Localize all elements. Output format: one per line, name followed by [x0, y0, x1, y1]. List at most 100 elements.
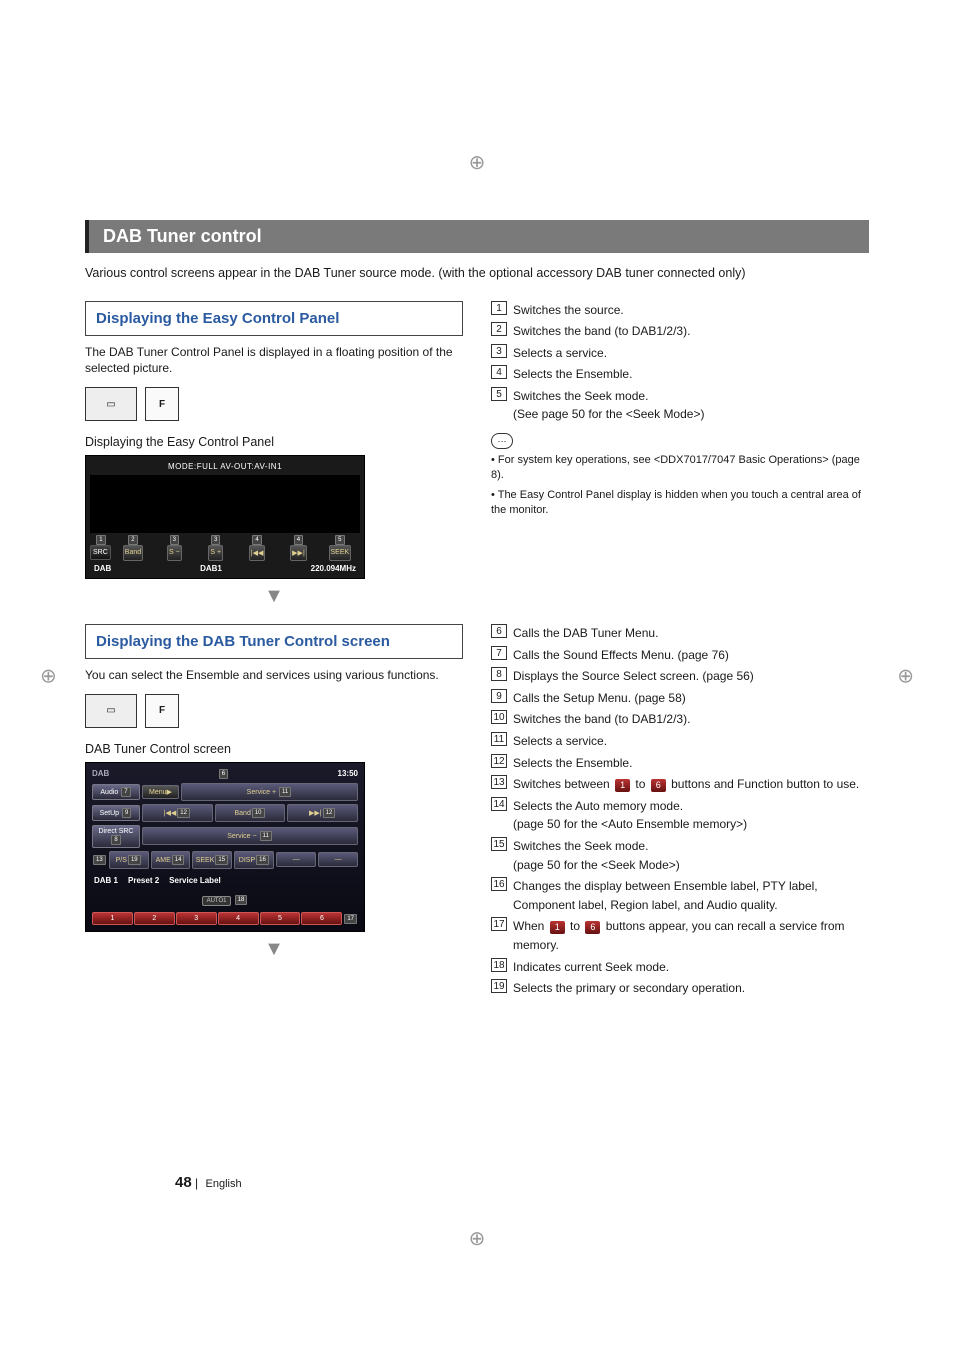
callout-text: Selects a service.: [513, 732, 869, 751]
note-item: The Easy Control Panel display is hidden…: [491, 488, 869, 519]
callout-text: Switches between 1 to 6 buttons and Func…: [513, 775, 869, 794]
menu-button[interactable]: Menu▶: [142, 785, 179, 799]
callout-item: 6Calls the DAB Tuner Menu.: [491, 624, 869, 643]
callout-ref-5: 5: [335, 535, 344, 545]
seek-button[interactable]: SEEK: [329, 545, 352, 561]
note-icon: ⋯: [491, 433, 513, 449]
panel-title-dab-control: Displaying the DAB Tuner Control screen: [85, 624, 463, 659]
print-registration-bottom: ⊕: [469, 1226, 486, 1251]
callout-item: 10Switches the band (to DAB1/2/3).: [491, 710, 869, 729]
callout-text: Selects the Ensemble.: [513, 754, 869, 773]
prev-ensemble-button[interactable]: |◀◀12: [142, 804, 213, 822]
auto-indicator: AUTO1: [202, 896, 232, 906]
callout-item: 5Switches the Seek mode.(See page 50 for…: [491, 387, 869, 424]
callout-number: 5: [491, 387, 507, 401]
blank-button: —: [318, 852, 358, 867]
thumbnail-screen: ▭: [85, 387, 137, 421]
band-switch-button[interactable]: Band10: [215, 804, 286, 822]
callout-number: 6: [491, 624, 507, 638]
print-registration-top: ⊕: [469, 150, 486, 175]
callout-text: Selects the primary or secondary operati…: [513, 979, 869, 998]
next-ensemble-button[interactable]: ▶▶|12: [287, 804, 358, 822]
preset-3-button[interactable]: 3: [176, 912, 217, 925]
callout-ref-6: 6: [219, 769, 228, 779]
s-plus-button[interactable]: S +: [208, 545, 223, 561]
thumbnail-f-button: F: [145, 694, 179, 728]
callout-text: Switches the band (to DAB1/2/3).: [513, 322, 869, 341]
preset-2-button[interactable]: 2: [134, 912, 175, 925]
callout-number: 4: [491, 365, 507, 379]
callout-number: 19: [491, 979, 507, 993]
prev-button[interactable]: |◀◀: [249, 545, 266, 561]
callout-text: Calls the Setup Menu. (page 58): [513, 689, 869, 708]
service-minus-button[interactable]: Service − 11: [142, 827, 358, 845]
callout-item: 11Selects a service.: [491, 732, 869, 751]
print-registration-left: ⊕: [40, 663, 57, 688]
ps-button[interactable]: P/S19: [109, 851, 149, 869]
dab-control-screen-screenshot: DAB 6 13:50 Audio 7 Menu▶ Service + 11 S…: [85, 762, 365, 932]
callout-ref-4a: 4: [252, 535, 261, 545]
down-arrow-icon: ▼: [85, 938, 463, 961]
callout-item: 16Changes the display between Ensemble l…: [491, 877, 869, 914]
panel-title-easy-control: Displaying the Easy Control Panel: [85, 301, 463, 336]
screenshot-label-dab: DAB Tuner Control screen: [85, 742, 463, 756]
print-registration-right: ⊕: [897, 663, 914, 688]
ui2-clock: 13:50: [338, 769, 358, 778]
easy-control-panel-screenshot: MODE:FULL AV-OUT:AV-IN1 1 SRC 2 Band 3 S…: [85, 455, 365, 579]
callout-item: 18Indicates current Seek mode.: [491, 958, 869, 977]
callout-number: 9: [491, 689, 507, 703]
callout-text: Displays the Source Select screen. (page…: [513, 667, 869, 686]
callout-number: 1: [491, 301, 507, 315]
callout-item: 14Selects the Auto memory mode.(page 50 …: [491, 797, 869, 834]
panel-desc-easy-control: The DAB Tuner Control Panel is displayed…: [85, 344, 463, 378]
callout-ref-13: 13: [93, 855, 106, 865]
setup-button[interactable]: SetUp 9: [92, 805, 140, 821]
src-button[interactable]: SRC: [90, 545, 111, 560]
band-button[interactable]: Band: [123, 545, 143, 561]
callout-item: 12 Selects the Ensemble.: [491, 754, 869, 773]
callout-number: 17: [491, 917, 507, 931]
down-arrow-icon: ▼: [85, 585, 463, 608]
disp-button[interactable]: DISP16: [234, 851, 274, 869]
blank-button: —: [276, 852, 316, 867]
callout-item: 8 Displays the Source Select screen. (pag…: [491, 667, 869, 686]
callout-item: 15Switches the Seek mode.(page 50 for th…: [491, 837, 869, 874]
preset-5-button[interactable]: 5: [260, 912, 301, 925]
footer-sep: |: [195, 1176, 198, 1190]
page-footer: 48 | English: [175, 1174, 242, 1191]
status-source: DAB: [94, 564, 111, 573]
status-band: DAB 1: [94, 876, 118, 885]
status-service-label: Service Label: [169, 876, 221, 885]
callout-item: 1Switches the source.: [491, 301, 869, 320]
ui2-source-label: DAB: [92, 769, 109, 778]
next-button[interactable]: ▶▶|: [290, 545, 307, 561]
callout-ref-17: 17: [344, 914, 357, 924]
callout-text: When 1 to 6 buttons appear, you can reca…: [513, 917, 869, 954]
thumbnail-f-button: F: [145, 387, 179, 421]
status-band: DAB1: [200, 564, 222, 573]
direct-src-button[interactable]: Direct SRC 8: [92, 825, 140, 848]
callout-text: Switches the Seek mode.(page 50 for the …: [513, 837, 869, 874]
callout-item: 4Selects the Ensemble.: [491, 365, 869, 384]
callout-ref-2: 2: [128, 535, 137, 545]
callout-number: 12: [491, 754, 507, 768]
callout-text: Calls the Sound Effects Menu. (page 76): [513, 646, 869, 665]
callout-item: 2Switches the band (to DAB1/2/3).: [491, 322, 869, 341]
service-plus-button[interactable]: Service + 11: [181, 783, 358, 801]
callout-number: 8: [491, 667, 507, 681]
callout-text: Switches the band (to DAB1/2/3).: [513, 710, 869, 729]
callout-item: 7Calls the Sound Effects Menu. (page 76): [491, 646, 869, 665]
callout-number: 14: [491, 797, 507, 811]
callout-ref-18: 18: [235, 895, 248, 905]
s-minus-button[interactable]: S −: [167, 545, 182, 561]
callout-text: Selects a service.: [513, 344, 869, 363]
preset-6-button[interactable]: 6: [301, 912, 342, 925]
preset-1-button[interactable]: 1: [92, 912, 133, 925]
status-freq: 220.094MHz: [311, 564, 356, 573]
audio-button[interactable]: Audio 7: [92, 784, 140, 800]
preset-4-button[interactable]: 4: [218, 912, 259, 925]
page-number: 48: [175, 1174, 192, 1191]
ame-button[interactable]: AME14: [151, 851, 191, 869]
section-header: DAB Tuner control: [85, 220, 869, 253]
seek-mode-button[interactable]: SEEK15: [192, 851, 232, 869]
